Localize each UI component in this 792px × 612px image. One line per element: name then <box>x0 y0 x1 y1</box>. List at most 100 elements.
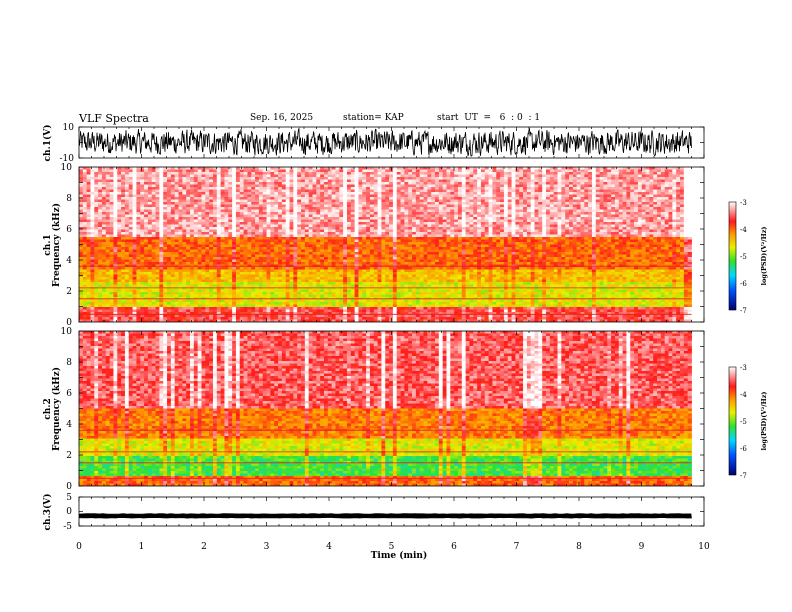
spectrogram-cell <box>243 254 248 258</box>
spectrogram-cell <box>350 177 356 180</box>
spectrogram-cell <box>98 214 103 218</box>
spectrogram-cell <box>197 222 202 225</box>
spectrogram-cell <box>190 314 195 318</box>
spectrogram-cell <box>373 302 378 305</box>
spectrogram-cell <box>251 252 256 255</box>
spectrogram-cell <box>285 304 290 308</box>
spectrogram-cell <box>220 257 225 260</box>
spectrogram-cell <box>339 204 344 208</box>
spectrogram-cell <box>362 239 367 243</box>
spectrogram-cell <box>151 217 156 220</box>
spectrogram-cell <box>350 252 356 255</box>
spectrogram-cell <box>155 267 160 270</box>
spectrogram-cell <box>316 294 321 298</box>
spectrogram-cell <box>293 172 298 175</box>
spectrogram-cell <box>94 194 99 198</box>
spectrogram-cell <box>186 232 191 235</box>
spectrogram-cell <box>201 187 206 190</box>
spectrogram-cell <box>117 272 122 275</box>
spectrogram-cell <box>320 217 325 220</box>
spectrogram-cell <box>346 277 352 280</box>
spectrogram-cell <box>193 189 199 193</box>
spectrogram-cell <box>117 269 122 273</box>
spectrogram-cell <box>178 284 183 288</box>
spectrogram-cell <box>163 192 168 195</box>
spectrogram-cell <box>258 212 264 215</box>
spectrogram-cell <box>346 172 352 175</box>
spectrogram-cell <box>281 172 287 175</box>
spectrogram-cell <box>366 279 371 283</box>
spectrogram-cell <box>247 172 252 175</box>
spectrogram-cell <box>297 207 302 210</box>
spectrogram-cell <box>105 234 111 238</box>
spectrogram-cell <box>320 169 325 173</box>
spectrogram-cell <box>304 244 310 248</box>
spectrogram-cell <box>354 169 359 173</box>
spectrogram-cell <box>113 319 118 322</box>
spectrogram-cell <box>274 249 279 253</box>
spectrogram-cell <box>243 314 248 318</box>
spectrogram-cell <box>255 257 260 260</box>
spectrogram-cell <box>331 197 336 200</box>
spectrogram-cell <box>163 224 168 228</box>
spectrogram-cell <box>193 199 199 203</box>
spectrogram-cell <box>339 192 344 195</box>
spectrogram-cell <box>155 252 160 255</box>
spectrogram-cell <box>220 234 225 238</box>
spectrogram-cell <box>312 234 317 238</box>
spectrogram-cell <box>144 179 149 183</box>
spectrogram-cell <box>266 307 271 310</box>
spectrogram-cell <box>327 294 333 298</box>
spectrogram-cell <box>186 227 191 230</box>
spectrogram-cell <box>170 217 176 220</box>
spectrogram-cell <box>105 272 111 275</box>
spectrogram-cell <box>79 319 84 322</box>
spectrogram-cell <box>320 277 325 280</box>
spectrogram-cell <box>358 284 363 288</box>
spectrogram-cell <box>113 172 118 175</box>
spectrogram-cell <box>201 254 206 258</box>
spectrogram-cell <box>193 317 199 320</box>
spectrogram-cell <box>190 239 195 243</box>
spectrogram-cell <box>312 274 317 278</box>
spectrogram-cell <box>346 182 352 185</box>
spectrogram-cell <box>155 262 160 265</box>
spectrogram-cell <box>197 199 202 203</box>
spectrogram-cell <box>109 262 114 265</box>
spectrogram-cell <box>281 319 287 322</box>
spectrogram-cell <box>235 192 241 195</box>
spectrogram-cell <box>354 249 359 253</box>
spectrogram-cell <box>324 319 329 322</box>
spectrogram-cell <box>281 202 287 205</box>
spectrogram-cell <box>205 199 210 203</box>
spectrogram-cell <box>274 262 279 265</box>
spectrogram-cell <box>79 304 84 308</box>
spectrogram-cell <box>324 277 329 280</box>
spectrogram-cell <box>327 237 333 240</box>
spectrogram-cell <box>320 257 325 260</box>
spectrogram-cell <box>274 222 279 225</box>
spectrogram-cell <box>312 292 317 295</box>
spectrogram-cell <box>90 294 95 298</box>
spectrogram-cell <box>354 279 359 283</box>
spectrogram-cell <box>289 299 294 303</box>
spectrogram-cell <box>174 182 179 185</box>
spectrogram-cell <box>113 259 118 263</box>
spectrogram-cell <box>224 289 229 293</box>
spectrogram-cell <box>373 174 378 178</box>
spectrogram-cell <box>285 194 290 198</box>
spectrogram-cell <box>186 169 191 173</box>
spectrogram-cell <box>86 244 91 248</box>
spectrogram-cell <box>232 274 237 278</box>
spectrogram-cell <box>178 167 183 170</box>
spectrogram-cell <box>339 189 344 193</box>
spectrogram-cell <box>193 277 199 280</box>
spectrogram-cell <box>316 237 321 240</box>
spectrogram-cell <box>90 299 95 303</box>
spectrogram-cell <box>373 214 378 218</box>
spectrogram-cell <box>209 207 214 210</box>
spectrogram-cell <box>101 187 107 190</box>
spectrogram-cell <box>258 237 264 240</box>
spectrogram-cell <box>312 317 317 320</box>
spectrogram-cell <box>216 224 222 228</box>
